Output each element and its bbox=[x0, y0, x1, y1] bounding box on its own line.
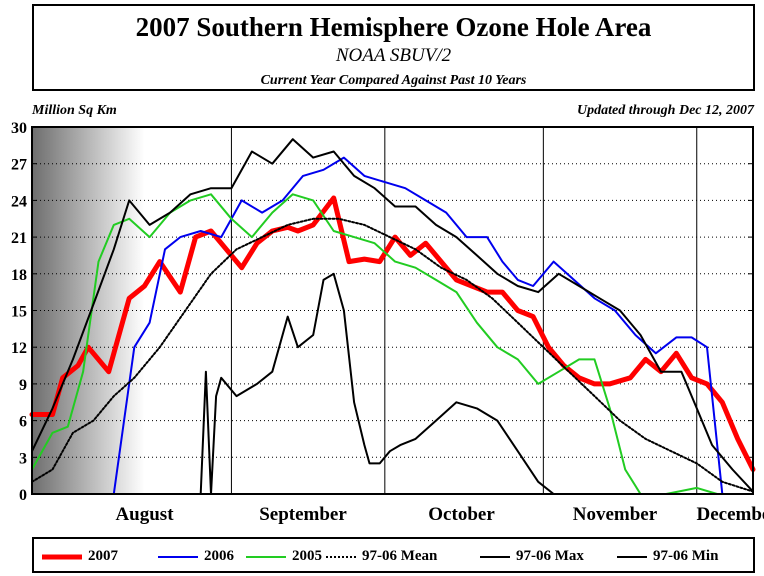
legend-label: 97-06 Max bbox=[516, 548, 584, 564]
legend-item-2006: 2006 bbox=[158, 548, 234, 565]
legend-label: 2005 bbox=[292, 548, 322, 564]
updated-label: Updated through Dec 12, 2007 bbox=[577, 103, 754, 118]
x-month-label: November bbox=[573, 504, 658, 525]
y-tick-label: 18 bbox=[11, 267, 27, 284]
series-line-97-06-max bbox=[31, 138, 754, 493]
chart-title: 2007 Southern Hemisphere Ozone Hole Area bbox=[135, 12, 652, 42]
x-month-label: September bbox=[259, 504, 347, 525]
y-tick-label: 27 bbox=[11, 157, 27, 174]
chart-caption: Current Year Compared Against Past 10 Ye… bbox=[260, 73, 527, 88]
series-line-97-06-min bbox=[199, 272, 570, 495]
legend-label: 97-06 Mean bbox=[362, 548, 438, 564]
y-tick-label: 6 bbox=[19, 414, 27, 431]
legend: 2007 2006 2005 97-06 Mean 97-06 Max 97-0… bbox=[32, 537, 755, 573]
series-line-2006 bbox=[112, 156, 754, 495]
legend-label: 2007 bbox=[88, 548, 118, 564]
y-tick-label: 30 bbox=[11, 120, 27, 137]
legend-item-min: 97-06 Min bbox=[617, 548, 718, 565]
series-line-97-06-mean bbox=[31, 217, 754, 493]
legend-item-2005: 2005 bbox=[246, 548, 322, 565]
legend-label: 2006 bbox=[204, 548, 234, 564]
legend-label: 97-06 Min bbox=[653, 548, 719, 564]
y-tick-label: 21 bbox=[11, 230, 27, 247]
series-line-2005 bbox=[31, 193, 754, 495]
y-tick-label: 12 bbox=[11, 340, 27, 357]
legend-item-mean: 97-06 Mean bbox=[326, 548, 437, 565]
plot-frame bbox=[31, 126, 754, 495]
x-month-label: December bbox=[697, 504, 764, 525]
legend-item-2007: 2007 bbox=[42, 548, 118, 565]
series-line-2007 bbox=[29, 195, 756, 472]
y-tick-label: 24 bbox=[11, 193, 27, 210]
title-box: 2007 Southern Hemisphere Ozone Hole Area… bbox=[32, 4, 755, 91]
x-month-label: October bbox=[428, 504, 495, 525]
y-tick-label: 15 bbox=[11, 304, 27, 321]
legend-item-max: 97-06 Max bbox=[480, 548, 584, 565]
y-units-label: Million Sq Km bbox=[32, 103, 117, 118]
chart-subtitle: NOAA SBUV/2 bbox=[335, 45, 452, 66]
y-tick-label: 3 bbox=[19, 450, 27, 467]
y-tick-label: 9 bbox=[19, 377, 27, 394]
x-month-label: August bbox=[115, 504, 174, 525]
y-tick-label: 0 bbox=[19, 487, 27, 504]
